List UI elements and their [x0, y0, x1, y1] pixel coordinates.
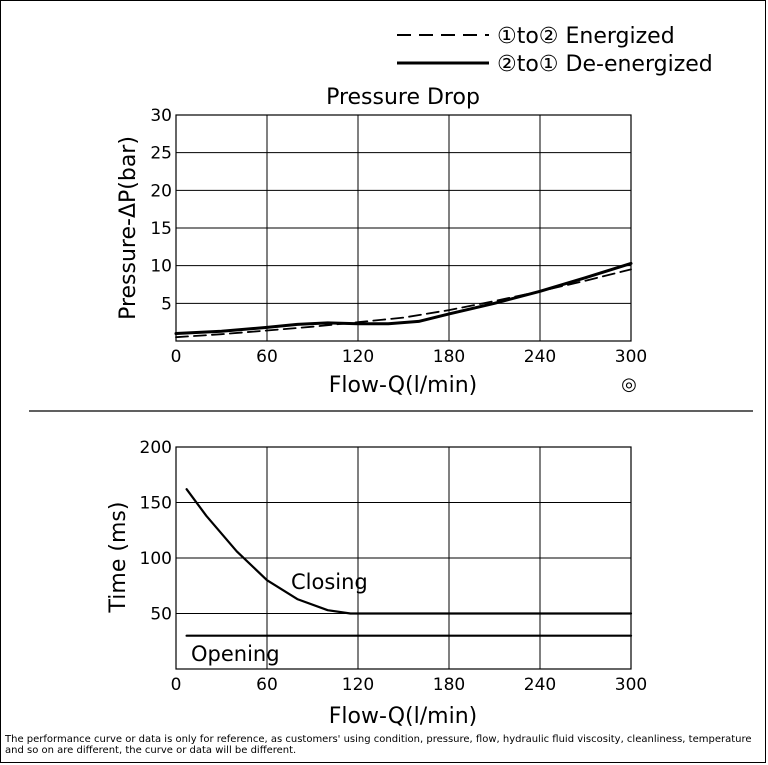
pressure-drop-x-tick-label: 120: [342, 347, 374, 367]
pressure-drop-x-axis-title: Flow-Q(l/min): [329, 373, 477, 398]
switching-time-x-tick-label: 60: [256, 675, 278, 695]
pressure-drop-y-ticks: 5 10 15 20 25 30: [150, 106, 172, 314]
pressure-drop-series: [174, 261, 633, 339]
pressure-drop-y-axis-title: Pressure-ΔP(bar): [116, 136, 141, 320]
switching-time-x-tick-label: 0: [171, 675, 182, 695]
switching-time-y-tick-label: 150: [140, 494, 172, 514]
pressure-drop-y-tick-label: 15: [150, 219, 172, 239]
switching-time-plot-area: [175, 446, 632, 670]
switching-time-y-tick-label: 100: [140, 549, 172, 569]
switching-time-x-tick-label: 180: [433, 675, 465, 695]
switching-time-y-tick-label: 50: [150, 605, 172, 625]
switching-time-x-tick-label: 240: [524, 675, 556, 695]
pressure-drop-x-ticks: 0 60 120 180 240 300: [171, 347, 648, 367]
switching-time-series-line-0: [185, 488, 633, 615]
chart-title: Pressure Drop: [326, 85, 480, 110]
pressure-drop-grid: [175, 114, 632, 341]
legend-label-energized: ①to② Energized: [497, 24, 675, 49]
closing-label: Closing: [291, 570, 368, 594]
pressure-drop-x-tick-label: 60: [256, 347, 278, 367]
switching-time-y-axis-title: Time (ms): [106, 502, 131, 614]
pressure-drop-series-line-1: [174, 261, 633, 335]
switching-time-y-ticks: 50 100 150 200: [140, 438, 172, 625]
target-symbol-icon: ◎: [621, 374, 637, 395]
pressure-drop-x-tick-label: 240: [524, 347, 556, 367]
switching-time-x-tick-label: 120: [342, 675, 374, 695]
switching-time-x-axis-title: Flow-Q(l/min): [329, 704, 477, 729]
legend-label-de-energized: ②to① De-energized: [497, 52, 713, 77]
pressure-drop-y-tick-label: 25: [150, 144, 172, 164]
switching-time-y-tick-label: 200: [140, 438, 172, 458]
switching-time-x-ticks: 0 60 120 180 240 300: [171, 675, 648, 695]
pressure-drop-chart: 5 10 15 20 25 30 0 60 120 180 240 300 Pressure-ΔP(…: [116, 106, 647, 398]
pressure-drop-x-tick-label: 180: [433, 347, 465, 367]
legend: ①to② Energized ②to① De-energized: [397, 24, 713, 77]
pressure-drop-plot-area: [175, 114, 632, 342]
pressure-drop-y-tick-label: 5: [161, 294, 172, 314]
pressure-drop-x-tick-label: 0: [171, 347, 182, 367]
pressure-drop-y-tick-label: 30: [150, 106, 172, 126]
disclaimer-text: The performance curve or data is only fo…: [5, 734, 752, 756]
switching-time-chart: 50 100 150 200 0 60 120 180 240 300 Closing Open…: [106, 438, 647, 729]
pressure-drop-y-tick-label: 20: [150, 181, 172, 201]
pressure-drop-y-tick-label: 10: [150, 257, 172, 277]
switching-time-x-tick-label: 300: [615, 675, 647, 695]
switching-time-series: [185, 488, 633, 637]
opening-label: Opening: [191, 642, 280, 666]
pressure-drop-x-tick-label: 300: [615, 347, 647, 367]
figure-canvas: ①to② Energized ②to① De-energized Pressur…: [29, 24, 753, 729]
